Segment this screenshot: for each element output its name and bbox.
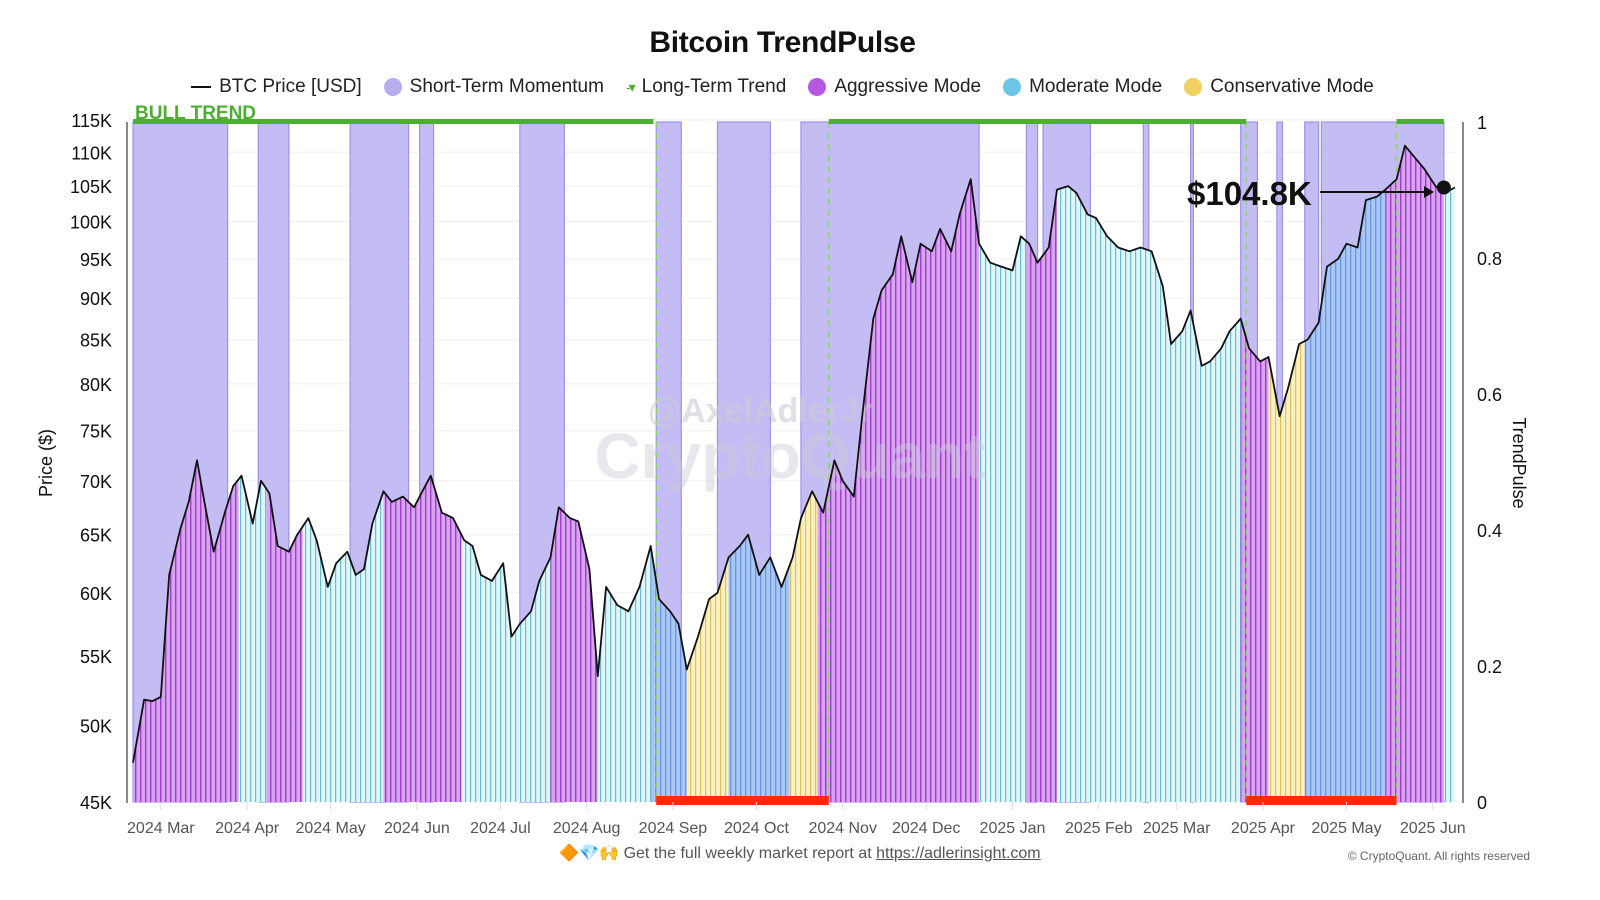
legend-label: BTC Price [USD] (219, 76, 362, 97)
trendpulse-tick-label: 0.4 (1477, 521, 1502, 541)
legend-label: Long-Term Trend (641, 76, 787, 97)
bull-trend-bar (1396, 119, 1444, 124)
copyright: © CryptoQuant. All rights reserved (1347, 849, 1530, 863)
mode-area-moderate (1190, 145, 1241, 802)
latest-price-marker (1436, 180, 1451, 195)
bull-trend-bar (828, 119, 1247, 124)
date-tick-label: 2024 Aug (553, 820, 621, 837)
price-tick-label: 80K (80, 375, 112, 395)
legend: BTC Price [USD] Short-Term Momentum -▾ L… (0, 76, 1565, 98)
price-tick-label: 45K (80, 793, 112, 813)
legend-item-short-term-momentum[interactable]: Short-Term Momentum (383, 76, 604, 98)
mode-area-aggressive (1385, 145, 1444, 802)
date-tick-label: 2025 Feb (1065, 820, 1133, 837)
legend-label: Moderate Mode (1029, 76, 1163, 97)
date-tick-label: 2024 Sep (639, 820, 708, 837)
price-axis-ticks: 45K 50K 55K 60K 65K 70K 75K 80K 85K 90K 95K 100K 105… (70, 111, 112, 813)
date-tick-label: 2024 Jul (470, 820, 531, 837)
trendpulse-axis-ticks: 0 0.2 0.4 0.6 0.8 1 (1477, 113, 1502, 813)
legend-label: Short-Term Momentum (409, 76, 604, 97)
legend-item-moderate-mode[interactable]: Moderate Mode (1003, 76, 1162, 98)
trendpulse-tick-label: 0.6 (1477, 385, 1502, 405)
mode-area-conservative (1268, 145, 1305, 802)
price-tick-label: 90K (80, 289, 112, 309)
dot-swatch-icon (1184, 78, 1203, 96)
watermark-handle: @AxelAdlerJr (648, 392, 872, 430)
price-tick-label: 95K (80, 250, 112, 270)
watermark-brand: CryptoQuant (594, 420, 985, 492)
footer-text: Get the full weekly market report at (623, 845, 877, 862)
bear-trend-bar (1246, 796, 1397, 805)
date-tick-label: 2025 Jun (1400, 820, 1466, 837)
legend-label: Conservative Mode (1210, 76, 1374, 97)
legend-item-long-term-trend[interactable]: -▾ Long-Term Trend (626, 76, 786, 98)
date-axis-ticks: 2024 Mar 2024 Apr 2024 May 2024 Jun 2024 Jul… (127, 802, 1466, 837)
date-tick-label: 2024 May (295, 820, 365, 837)
bull-trend-bars (133, 119, 1444, 124)
mode-area-moderate (1057, 145, 1119, 802)
legend-item-btc-price[interactable]: BTC Price [USD] (191, 76, 362, 98)
legend-label: Aggressive Mode (834, 76, 982, 97)
date-tick-label: 2025 Jan (980, 820, 1046, 837)
price-tick-label: 70K (80, 472, 112, 492)
long-term-trend-markers (655, 122, 1398, 802)
bull-trend-bar (133, 119, 654, 124)
mode-area-moderate (1118, 145, 1191, 802)
dot-swatch-icon (383, 78, 402, 96)
price-tick-label: 55K (80, 647, 112, 667)
date-tick-label: 2025 Mar (1143, 820, 1211, 837)
line-swatch-icon (191, 86, 212, 88)
trendpulse-tick-label: 1 (1477, 113, 1487, 133)
arrow-head-icon (1424, 186, 1434, 198)
date-tick-label: 2025 May (1311, 820, 1381, 837)
trendpulse-tick-label: 0.8 (1477, 249, 1502, 269)
trendpulse-tick-label: 0 (1477, 793, 1487, 813)
price-axis-label: Price ($) (36, 429, 56, 497)
legend-item-aggressive-mode[interactable]: Aggressive Mode (808, 76, 981, 98)
report-link[interactable]: https://adlerinsight.com (876, 845, 1041, 862)
date-tick-label: 2024 Nov (808, 820, 877, 837)
price-annotation-label: $104.8K (1187, 175, 1312, 212)
trendpulse-tick-label: 0.2 (1477, 657, 1502, 677)
price-tick-label: 110K (71, 143, 112, 163)
price-tick-label: 75K (80, 422, 112, 442)
date-tick-label: 2024 Oct (724, 820, 789, 837)
bull-trend-label: BULL TREND (135, 103, 256, 124)
emoji-icons: 🔶💎🙌 (559, 845, 620, 862)
price-tick-label: 65K (80, 526, 112, 546)
date-tick-label: 2024 Dec (892, 820, 961, 837)
legend-item-conservative-mode[interactable]: Conservative Mode (1184, 76, 1374, 98)
price-tick-label: 100K (70, 213, 112, 233)
btc-price-line (132, 144, 1456, 763)
dot-swatch-icon (808, 78, 827, 96)
date-tick-label: 2024 Mar (127, 820, 195, 837)
bear-trend-bar (656, 796, 829, 805)
bear-trend-bars (656, 796, 1397, 805)
dash-arrow-swatch-icon: -▾ (625, 78, 636, 95)
price-tick-label: 115K (71, 111, 112, 131)
price-tick-label: 105K (70, 177, 112, 197)
trendpulse-axis-label: TrendPulse (1509, 417, 1529, 508)
price-tick-label: 50K (80, 716, 112, 736)
mode-area-moderate (1443, 145, 1455, 802)
date-tick-label: 2024 Apr (215, 820, 280, 837)
price-annotation: $104.8K (1187, 175, 1451, 212)
mode-area-moderate (979, 145, 1027, 802)
price-tick-label: 85K (80, 331, 112, 351)
footer: 🔶💎🙌 Get the full weekly market report at… (0, 843, 1600, 863)
chart-title: Bitcoin TrendPulse (649, 26, 916, 59)
date-tick-label: 2025 Apr (1231, 820, 1296, 837)
date-tick-label: 2024 Jun (384, 820, 450, 837)
price-tick-label: 60K (80, 584, 112, 604)
dot-swatch-icon (1003, 78, 1022, 96)
